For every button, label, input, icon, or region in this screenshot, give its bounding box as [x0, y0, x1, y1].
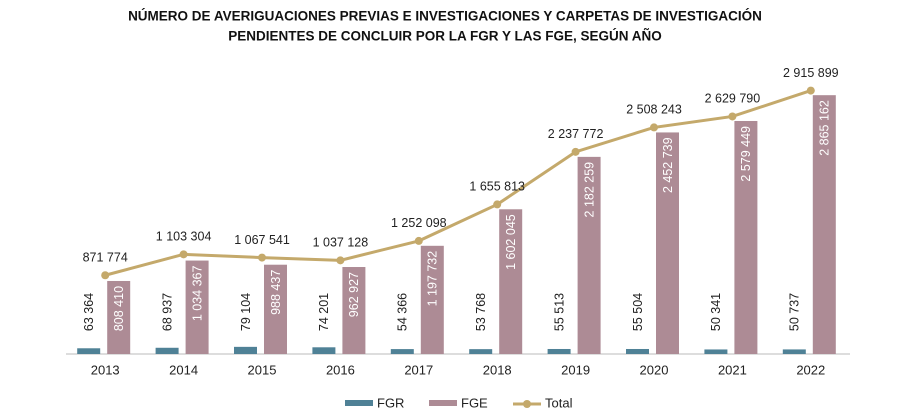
- bar: [812, 95, 836, 355]
- value-label: 2 508 243: [626, 103, 682, 117]
- legend-swatch: [345, 400, 373, 406]
- x-tick-label: 2018: [483, 362, 512, 377]
- value-label: 1 655 813: [469, 180, 525, 194]
- value-label: 1 252 098: [391, 216, 447, 230]
- line-point: [414, 236, 423, 245]
- value-label: 68 937: [160, 293, 174, 331]
- legend-label: FGR: [377, 395, 404, 410]
- line-point: [101, 271, 110, 280]
- bar: [312, 347, 336, 354]
- bar: [704, 349, 728, 354]
- chart-title: PENDIENTES DE CONCLUIR POR LA FGR Y LAS …: [228, 29, 662, 44]
- x-tick-label: 2020: [640, 362, 669, 377]
- value-label: 1 034 367: [190, 266, 204, 322]
- line-point: [493, 200, 502, 209]
- line-point: [336, 256, 345, 265]
- line-point: [258, 253, 266, 262]
- line-point: [571, 147, 580, 156]
- value-label: 2 237 772: [548, 127, 604, 141]
- x-tick-label: 2017: [404, 362, 433, 377]
- x-tick-label: 2015: [248, 362, 277, 377]
- value-label: 1 602 045: [504, 214, 518, 270]
- value-label: 55 504: [631, 293, 645, 331]
- value-label: 1 103 304: [156, 230, 212, 244]
- bar: [782, 349, 806, 354]
- x-tick-label: 2014: [169, 362, 198, 377]
- value-label: 50 737: [788, 293, 802, 331]
- value-label: 1 067 541: [234, 233, 290, 247]
- bar: [155, 347, 179, 354]
- value-label: 53 768: [474, 293, 488, 331]
- chart-title: NÚMERO DE AVERIGUACIONES PREVIAS E INVES…: [128, 9, 762, 24]
- value-label: 74 201: [317, 293, 331, 331]
- bar: [469, 349, 493, 354]
- bar: [264, 264, 287, 354]
- value-label: 55 513: [552, 293, 566, 331]
- line-point: [728, 112, 737, 121]
- value-label: 2 629 790: [705, 92, 761, 106]
- value-label: 2 579 449: [739, 126, 753, 182]
- value-label: 871 774: [83, 251, 128, 265]
- x-tick-label: 2016: [326, 362, 355, 377]
- bar: [577, 156, 601, 354]
- legend-swatch: [429, 400, 457, 406]
- x-tick-label: 2019: [561, 362, 590, 377]
- line-point: [179, 250, 188, 259]
- line-point: [650, 123, 658, 132]
- legend-label: FGE: [461, 395, 488, 410]
- value-label: 1 197 732: [426, 251, 440, 307]
- bar: [656, 132, 679, 354]
- bar: [390, 349, 414, 354]
- bar: [547, 348, 571, 354]
- value-label: 962 927: [347, 272, 361, 317]
- value-label: 50 341: [709, 293, 723, 331]
- value-label: 2 182 259: [582, 162, 596, 218]
- x-tick-label: 2013: [91, 362, 120, 377]
- bar: [626, 348, 649, 354]
- value-label: 54 366: [396, 293, 410, 331]
- x-tick-label: 2022: [796, 362, 825, 377]
- bar: [77, 348, 101, 354]
- bar: [734, 120, 758, 354]
- value-label: 79 104: [239, 293, 253, 331]
- bar: [107, 280, 131, 354]
- value-label: 808 410: [112, 286, 126, 331]
- line: [104, 89, 812, 277]
- value-label: 63 364: [82, 293, 96, 331]
- value-label: 988 437: [269, 270, 283, 315]
- value-label: 2 452 739: [661, 137, 675, 193]
- line-point: [806, 86, 815, 95]
- bar: [499, 209, 523, 354]
- bar: [420, 245, 444, 354]
- bar: [185, 260, 209, 354]
- legend-swatch: [523, 400, 531, 408]
- legend-label: Total: [545, 395, 573, 410]
- value-label: 2 915 899: [783, 66, 839, 80]
- bar: [234, 346, 257, 354]
- value-label: 1 037 128: [313, 236, 369, 250]
- x-tick-label: 2021: [718, 362, 747, 377]
- value-label: 2 865 162: [818, 100, 832, 156]
- bar: [342, 267, 366, 354]
